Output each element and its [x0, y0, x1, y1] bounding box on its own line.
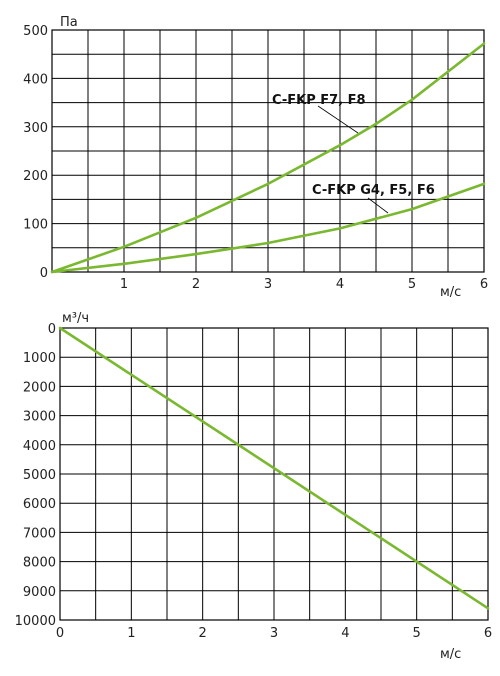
chart1-tick-labels: 0 100 200 300 400 500 1 2 3 4 5 6	[23, 24, 488, 292]
chart2-xtick-label: 1	[127, 626, 135, 641]
chart2-xtick-label: 4	[341, 626, 349, 641]
chart1-xtick-label: 3	[264, 277, 272, 292]
chart1-series-line-1	[50, 42, 486, 274]
chart1-ytick-label: 200	[23, 169, 48, 184]
chart1-ytick-label: 300	[23, 121, 48, 136]
chart2-ytick-label: 5000	[23, 468, 56, 483]
chart2-series-line-1	[58, 326, 490, 610]
chart2-xlabel: м/с	[440, 647, 461, 662]
chart1-grid	[52, 30, 484, 272]
chart2-series	[58, 326, 490, 610]
chart2-ytick-label: 0	[48, 322, 56, 337]
chart2-ytick-label: 6000	[23, 497, 56, 512]
chart1-series-label-g4: C-FKP G4, F5, F6	[312, 183, 435, 198]
chart2-xtick-label: 2	[199, 626, 207, 641]
chart1-leader-f7	[317, 105, 359, 134]
chart2-ytick-label: 8000	[23, 556, 56, 571]
chart1-xtick-label: 2	[192, 277, 200, 292]
chart2-ytick-label: 1000	[23, 351, 56, 366]
chart1-series-line-2	[50, 182, 486, 274]
chart1-ytick-label: 100	[23, 218, 48, 233]
chart2-ytick-label: 3000	[23, 410, 56, 425]
chart1-xlabel: м/с	[440, 285, 461, 300]
chart2-xtick-label: 3	[270, 626, 278, 641]
chart2-xtick-label: 5	[413, 626, 421, 641]
chart1-xtick-label: 4	[336, 277, 344, 292]
chart2-xtick-label: 6	[484, 626, 492, 641]
chart2-ytick-label: 10000	[15, 614, 56, 629]
chart1-xtick-label: 6	[480, 277, 488, 292]
chart2-ylabel: м³/ч	[62, 311, 89, 326]
chart1-ytick-label: 0	[40, 266, 48, 281]
chart2-ytick-label: 9000	[23, 585, 56, 600]
chart1-series	[50, 42, 486, 274]
chart1-series-label-f7: C-FKP F7, F8	[272, 93, 366, 108]
chart2-ytick-label: 4000	[23, 439, 56, 454]
chart1-xtick-label: 1	[120, 277, 128, 292]
chart1-leader-g4	[367, 197, 389, 214]
chart2-grid	[60, 328, 488, 620]
chart2-ytick-label: 2000	[23, 380, 56, 395]
chart1-ytick-label: 400	[23, 72, 48, 87]
chart2-xtick-label: 0	[56, 626, 64, 641]
chart1-frame	[51, 29, 485, 273]
chart2-frame	[59, 327, 489, 621]
chart1-ylabel: Па	[60, 15, 78, 30]
chart2-ytick-label: 7000	[23, 526, 56, 541]
chart2-tick-labels: 0 1000 2000 3000 4000 5000 6000 7000 8000 9000 100…	[15, 322, 493, 641]
chart1-xtick-label: 5	[408, 277, 416, 292]
chart1-ytick-label: 500	[23, 24, 48, 39]
